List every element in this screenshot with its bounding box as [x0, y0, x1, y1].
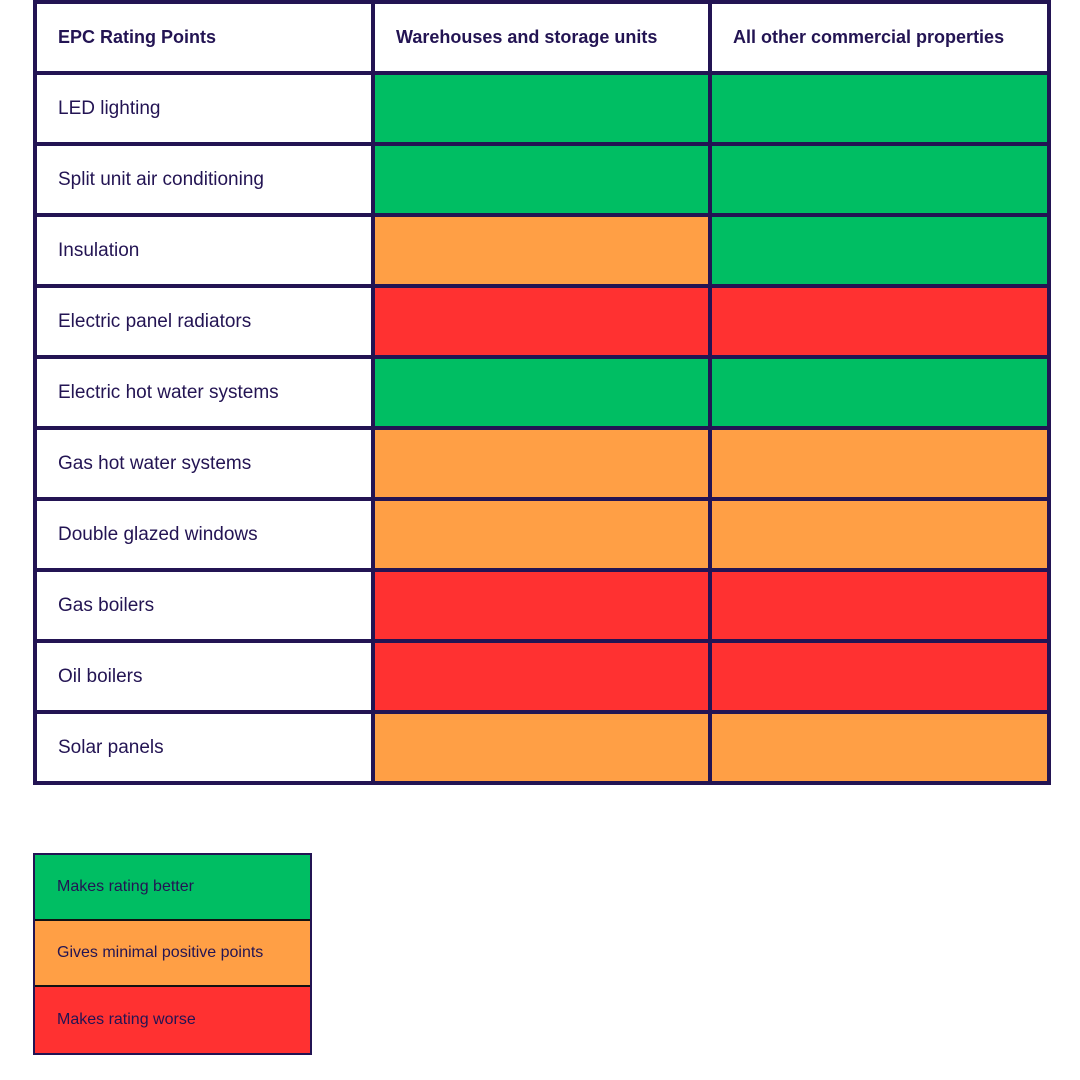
- legend-item-minimal: Gives minimal positive points: [35, 921, 310, 987]
- rating-cell-other: [708, 213, 1051, 288]
- legend-label: Gives minimal positive points: [57, 944, 264, 961]
- rating-cell-warehouses: [371, 497, 712, 572]
- epc-rating-table: EPC Rating Points Warehouses and storage…: [33, 0, 1051, 785]
- table-header-row: EPC Rating Points Warehouses and storage…: [33, 0, 1051, 75]
- legend-item-worse: Makes rating worse: [35, 987, 310, 1053]
- row-label: Solar panels: [33, 710, 375, 785]
- row-label: Insulation: [33, 213, 375, 288]
- rating-cell-warehouses: [371, 284, 712, 359]
- legend-item-better: Makes rating better: [35, 855, 310, 921]
- rating-cell-warehouses: [371, 639, 712, 714]
- row-label: LED lighting: [33, 71, 375, 146]
- table-row: Electric hot water systems: [33, 355, 1051, 430]
- table-row: Oil boilers: [33, 639, 1051, 714]
- header-warehouses: Warehouses and storage units: [371, 0, 712, 75]
- rating-cell-other: [708, 710, 1051, 785]
- row-label: Double glazed windows: [33, 497, 375, 572]
- rating-cell-warehouses: [371, 213, 712, 288]
- legend: Makes rating better Gives minimal positiv…: [33, 853, 312, 1055]
- rating-cell-warehouses: [371, 142, 712, 217]
- row-label: Electric panel radiators: [33, 284, 375, 359]
- rating-cell-other: [708, 284, 1051, 359]
- table-row: Gas boilers: [33, 568, 1051, 643]
- rating-cell-warehouses: [371, 568, 712, 643]
- table-row: Double glazed windows: [33, 497, 1051, 572]
- table-row: Gas hot water systems: [33, 426, 1051, 501]
- table-row: Solar panels: [33, 710, 1051, 785]
- header-epc-rating-points: EPC Rating Points: [33, 0, 375, 75]
- rating-cell-other: [708, 497, 1051, 572]
- row-label: Gas hot water systems: [33, 426, 375, 501]
- row-label: Electric hot water systems: [33, 355, 375, 430]
- legend-label: Makes rating worse: [57, 1011, 196, 1028]
- rating-cell-other: [708, 71, 1051, 146]
- row-label: Oil boilers: [33, 639, 375, 714]
- legend-label: Makes rating better: [57, 878, 194, 895]
- row-label: Gas boilers: [33, 568, 375, 643]
- rating-cell-other: [708, 568, 1051, 643]
- row-label: Split unit air conditioning: [33, 142, 375, 217]
- rating-cell-other: [708, 355, 1051, 430]
- table-row: Insulation: [33, 213, 1051, 288]
- table-row: LED lighting: [33, 71, 1051, 146]
- rating-cell-warehouses: [371, 355, 712, 430]
- table-row: Split unit air conditioning: [33, 142, 1051, 217]
- table-row: Electric panel radiators: [33, 284, 1051, 359]
- header-other-commercial: All other commercial properties: [708, 0, 1051, 75]
- rating-cell-other: [708, 142, 1051, 217]
- rating-cell-warehouses: [371, 426, 712, 501]
- rating-cell-other: [708, 639, 1051, 714]
- rating-cell-warehouses: [371, 710, 712, 785]
- rating-cell-warehouses: [371, 71, 712, 146]
- rating-cell-other: [708, 426, 1051, 501]
